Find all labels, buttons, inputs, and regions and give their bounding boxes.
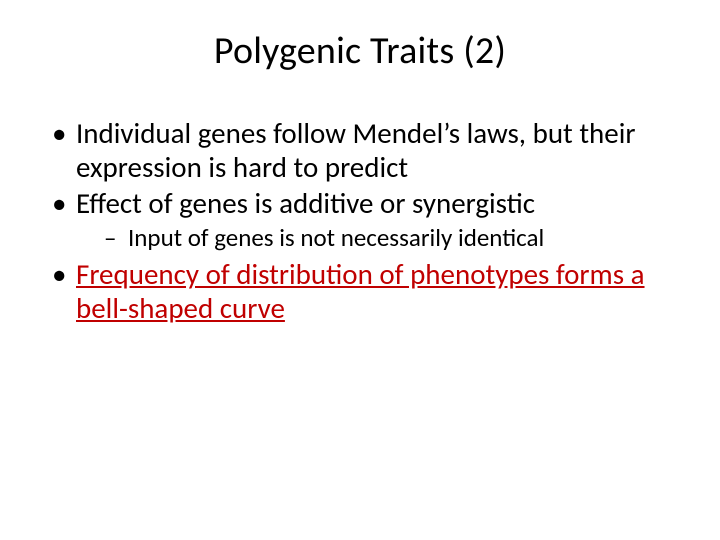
bullet-text-2: Effect of genes is additive or synergist… bbox=[76, 185, 535, 221]
bullet-text-3: Frequency of distribution of phenotypes … bbox=[76, 256, 645, 326]
sub-bullet-item-1: Input of genes is not necessarily identi… bbox=[76, 223, 672, 254]
sub-bullet-text-1: Input of genes is not necessarily identi… bbox=[128, 222, 544, 253]
bullet-item-2: Effect of genes is additive or synergist… bbox=[48, 186, 672, 253]
bullet-text-1: Individual genes follow Mendel’s laws, b… bbox=[76, 115, 635, 185]
sub-bullet-list: Input of genes is not necessarily identi… bbox=[76, 223, 672, 254]
slide-title: Polygenic Traits (2) bbox=[48, 28, 672, 74]
slide: Polygenic Traits (2) Individual genes fo… bbox=[0, 0, 720, 540]
bullet-item-3: Frequency of distribution of phenotypes … bbox=[48, 257, 672, 325]
bullet-item-1: Individual genes follow Mendel’s laws, b… bbox=[48, 116, 672, 184]
bullet-list: Individual genes follow Mendel’s laws, b… bbox=[48, 116, 672, 326]
